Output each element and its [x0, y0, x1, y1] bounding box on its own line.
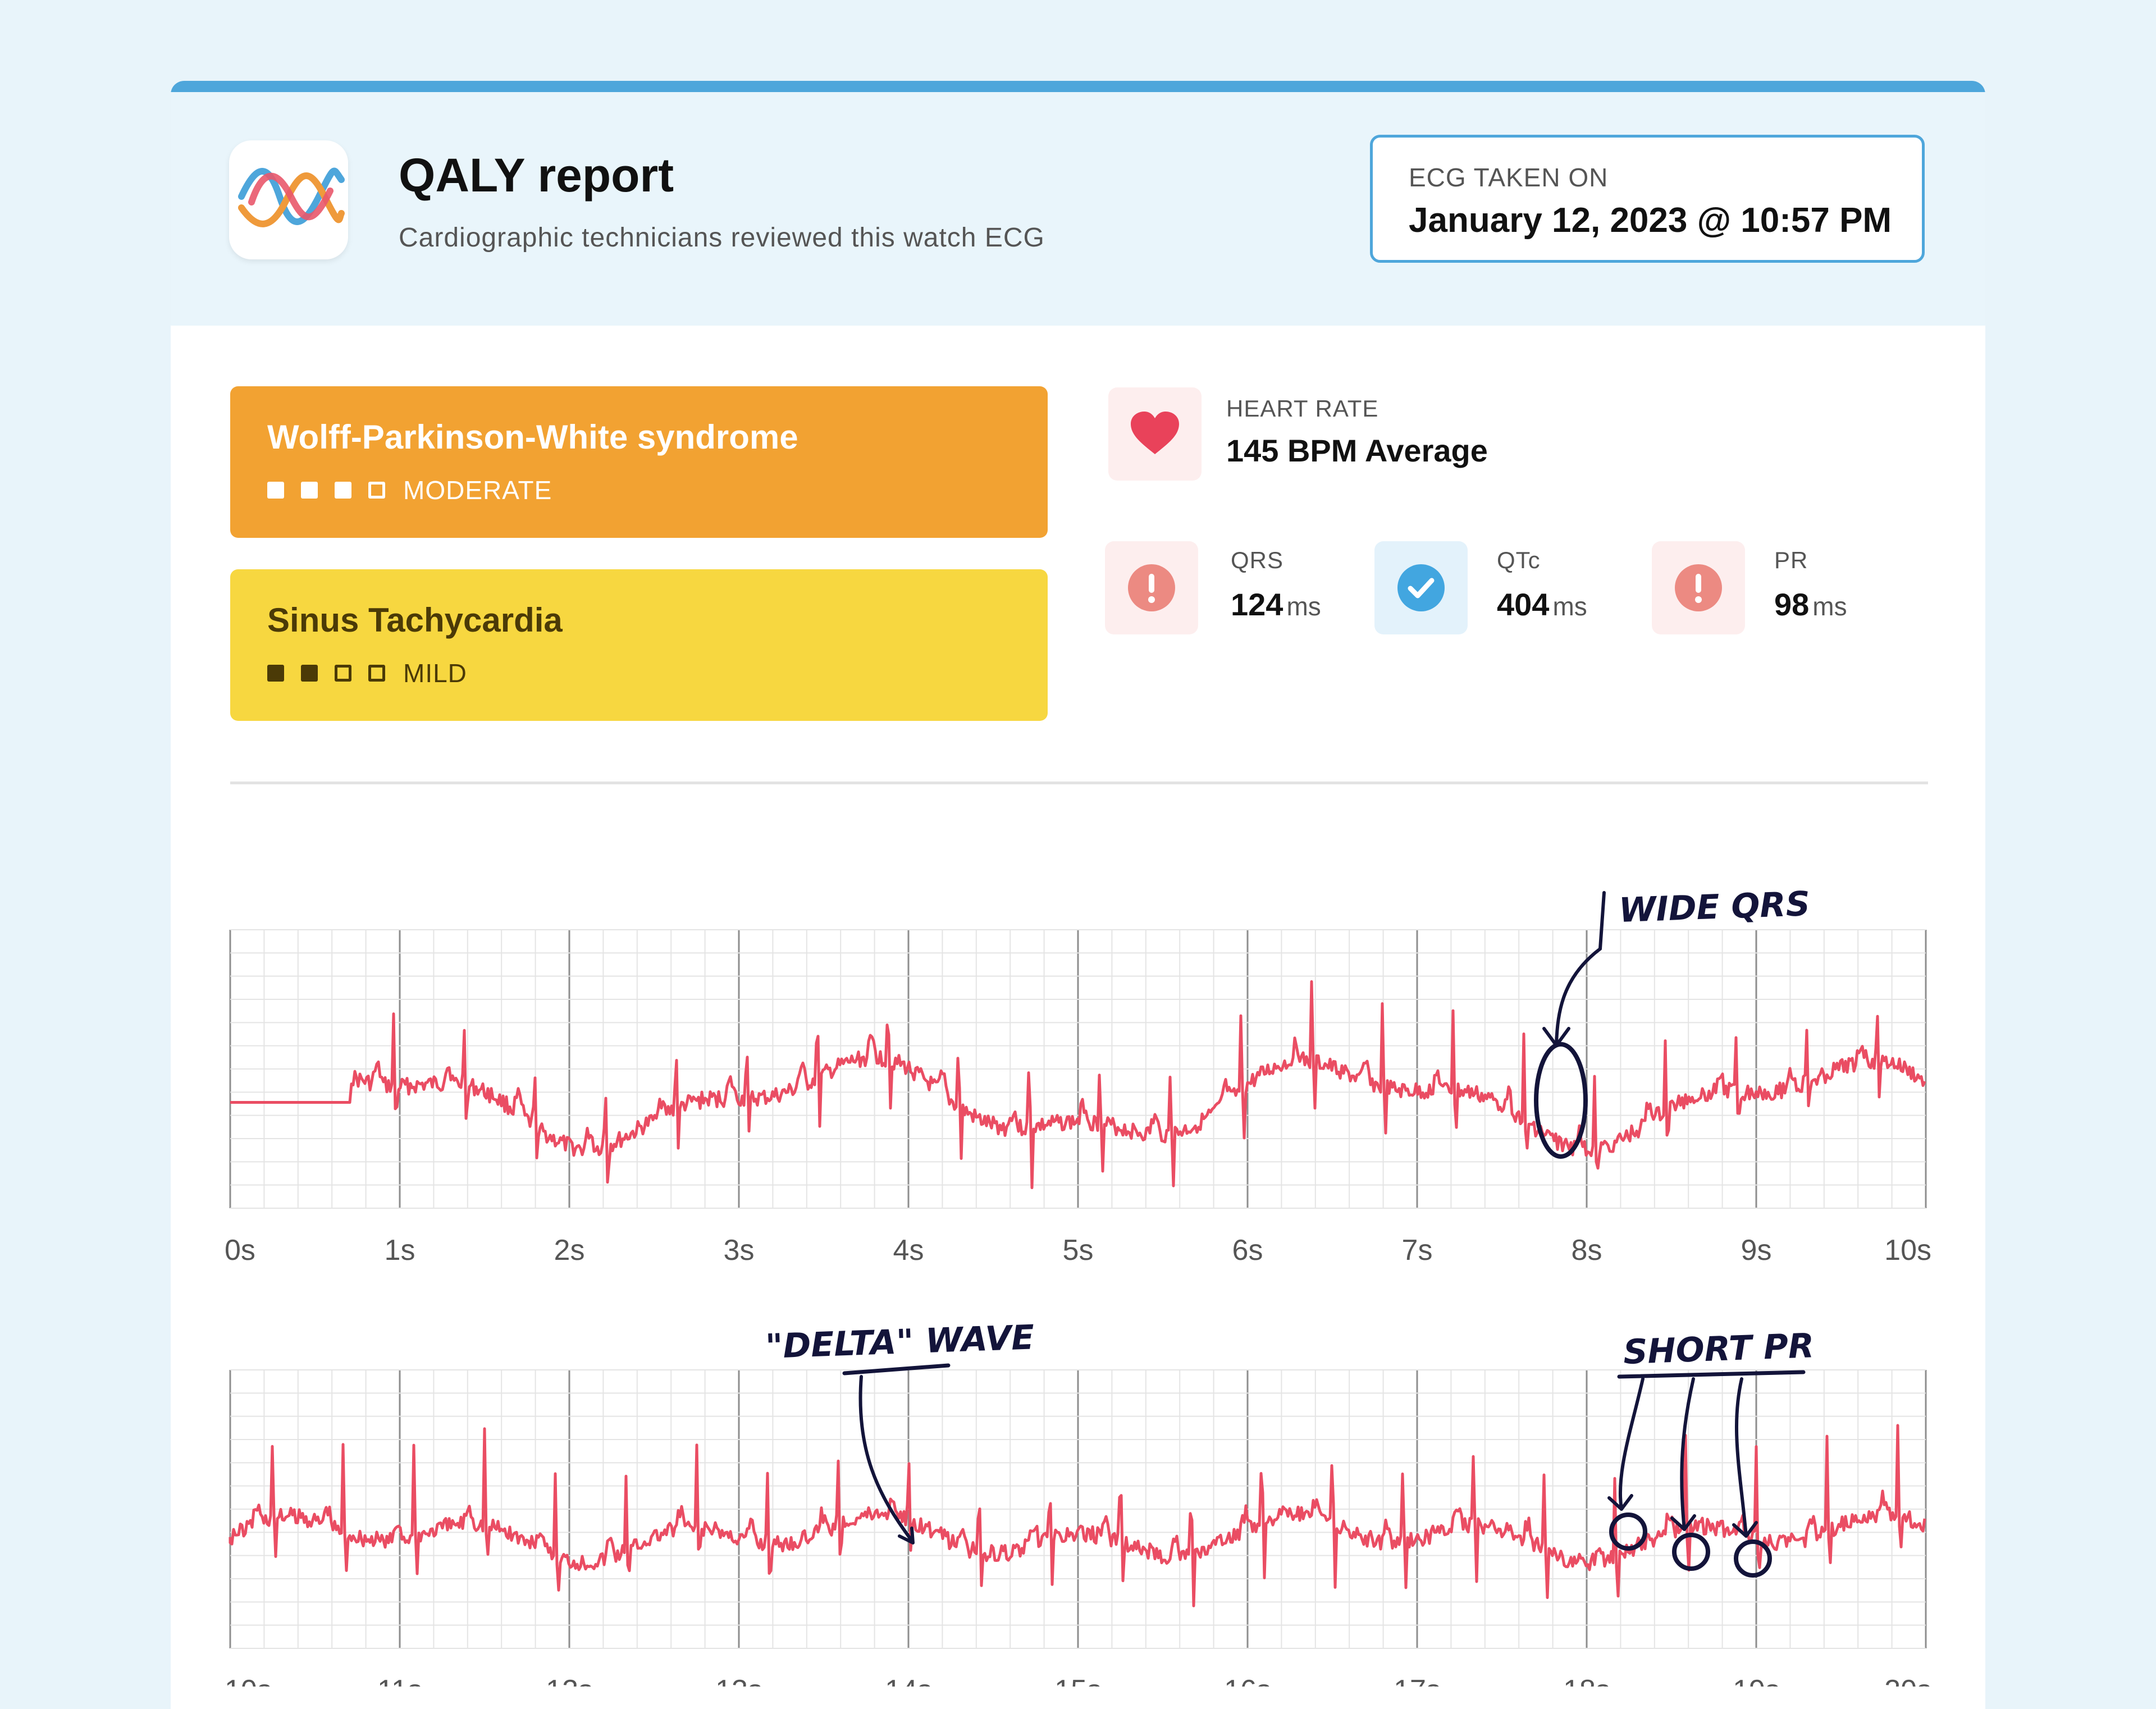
diagnosis-name: Sinus Tachycardia	[267, 601, 563, 639]
pr-unit: ms	[1812, 592, 1847, 621]
severity-square-filled	[267, 665, 284, 682]
severity-square-empty	[368, 665, 385, 682]
x-tick-label: 11s	[377, 1674, 422, 1687]
ecg-date-box: ECG TAKEN ON January 12, 2023 @ 10:57 PM	[1370, 135, 1925, 263]
pr-number: 98	[1774, 587, 1810, 622]
x-tick-label: 20s	[1884, 1674, 1931, 1687]
annotation-circle	[1534, 1042, 1588, 1159]
severity-indicator: MODERATE	[267, 475, 552, 505]
ecg-strip-1-chart: 0s 1s 2s 3s 4s 5s 6s 7s 8s 9s 10s WIDE QRS	[225, 884, 1931, 1267]
severity-square-filled	[335, 482, 351, 499]
annotation-arrow	[1618, 1377, 1645, 1511]
annotation-short-pr: SHORT PR	[1623, 1326, 1815, 1372]
x-tick-label: 8s	[1572, 1234, 1602, 1267]
accent-bar	[171, 81, 1985, 92]
diagnosis-name: Wolff-Parkinson-White syndrome	[267, 418, 798, 456]
severity-indicator: MILD	[267, 658, 467, 688]
annotation-arrowhead	[1732, 1521, 1758, 1538]
x-tick-label: 14s	[885, 1674, 932, 1687]
ecg-trace	[229, 1424, 1926, 1607]
x-tick-label: 7s	[1402, 1234, 1433, 1267]
alert-icon	[1652, 541, 1745, 634]
qrs-number: 124	[1231, 587, 1283, 622]
annotation-arrow	[1555, 947, 1602, 1046]
x-tick-label: 18s	[1563, 1674, 1610, 1687]
x-tick-label: 9s	[1741, 1234, 1772, 1267]
annotation-arrowhead	[1607, 1494, 1633, 1511]
annotation-stroke	[1598, 891, 1606, 951]
x-tick-label: 3s	[724, 1234, 755, 1267]
x-tick-label: 16s	[1224, 1674, 1271, 1687]
annotation-arrow	[1680, 1377, 1695, 1531]
annotation-arrowhead	[898, 1527, 915, 1545]
qtc-unit: ms	[1552, 592, 1587, 621]
x-tick-label: 12s	[546, 1674, 593, 1687]
severity-square-filled	[301, 482, 318, 499]
qtc-label: QTc	[1497, 547, 1541, 573]
report-header: QALY report Cardiographic technicians re…	[171, 92, 1985, 326]
heart-rate-label: HEART RATE	[1226, 395, 1379, 422]
x-tick-label: 1s	[385, 1234, 415, 1267]
diagnosis-card-wpw: Wolff-Parkinson-White syndrome MODERATE	[230, 386, 1048, 538]
ecg-grid	[229, 1369, 1927, 1649]
qrs-label: QRS	[1231, 547, 1284, 573]
qrs-unit: ms	[1286, 592, 1321, 621]
x-tick-label: 15s	[1054, 1674, 1102, 1687]
x-tick-label: 5s	[1063, 1234, 1094, 1267]
ecg-grid	[229, 929, 1927, 1209]
qaly-logo-icon	[229, 140, 348, 259]
ecg-strip-2-chart: 10s 11s 12s 13s 14s 15s 16s 17s 18s 19s 20s "DELTA"…	[225, 1318, 1931, 1687]
qrs-value: 124 ms	[1231, 586, 1321, 623]
ecg-trace	[230, 980, 1926, 1190]
x-tick-label: 4s	[893, 1234, 924, 1267]
alert-icon	[1105, 541, 1198, 634]
annotation-arrow	[858, 1375, 913, 1542]
annotation-arrow	[1735, 1377, 1748, 1538]
x-tick-label: 17s	[1394, 1674, 1441, 1687]
severity-square-filled	[301, 665, 318, 682]
severity-square-filled	[267, 482, 284, 499]
x-tick-label: 6s	[1232, 1234, 1263, 1267]
annotation-circle	[1672, 1533, 1710, 1571]
ecg-strip-1: 0s 1s 2s 3s 4s 5s 6s 7s 8s 9s 10s WIDE QRS	[171, 808, 1985, 1280]
x-tick-label: 0s	[225, 1234, 255, 1267]
annotation-delta-wave: "DELTA" WAVE	[765, 1318, 1035, 1367]
check-icon	[1374, 541, 1468, 634]
severity-square-empty	[368, 482, 385, 499]
pr-label: PR	[1774, 547, 1808, 573]
pr-value: 98 ms	[1774, 586, 1847, 623]
qtc-number: 404	[1497, 587, 1550, 622]
x-tick-label: 2s	[554, 1234, 585, 1267]
severity-label: MODERATE	[403, 476, 552, 505]
section-divider	[230, 782, 1928, 784]
annotation-circle	[1734, 1539, 1772, 1578]
severity-label: MILD	[403, 659, 467, 688]
annotation-wide-qrs: WIDE QRS	[1618, 884, 1811, 930]
heart-rate-value: 145 BPM Average	[1226, 433, 1488, 468]
annotation-arrowhead	[1670, 1514, 1696, 1531]
severity-square-empty	[335, 665, 351, 682]
report-title: QALY report	[399, 149, 674, 202]
x-tick-label: 13s	[715, 1674, 762, 1687]
qtc-value: 404 ms	[1497, 586, 1587, 623]
x-tick-label: 10s	[1884, 1234, 1931, 1267]
x-tick-label: 19s	[1733, 1674, 1780, 1687]
annotation-underline	[1617, 1370, 1806, 1379]
heart-icon	[1108, 387, 1202, 481]
report-card: QALY report Cardiographic technicians re…	[171, 81, 1985, 1709]
ecg-date-label: ECG TAKEN ON	[1409, 163, 1609, 192]
annotation-underline	[842, 1363, 951, 1376]
report-subtitle: Cardiographic technicians reviewed this …	[399, 223, 1045, 253]
x-tick-label: 10s	[225, 1674, 272, 1687]
ecg-date-value: January 12, 2023 @ 10:57 PM	[1409, 201, 1892, 240]
annotation-circle	[1609, 1512, 1647, 1551]
ecg-strip-2: 10s 11s 12s 13s 14s 15s 16s 17s 18s 19s 20s "DELTA"…	[171, 1249, 1985, 1687]
diagnosis-card-sinus-tachycardia: Sinus Tachycardia MILD	[230, 569, 1048, 721]
